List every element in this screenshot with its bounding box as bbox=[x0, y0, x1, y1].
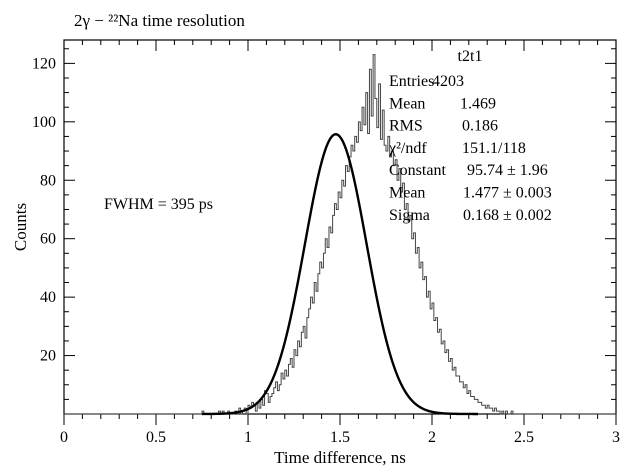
stats-row-value: 95.74 ± 1.96 bbox=[467, 162, 548, 179]
stats-row-value: 151.1/118 bbox=[462, 140, 526, 157]
y-tick-label: 20 bbox=[40, 348, 56, 365]
x-tick-label: 0 bbox=[60, 429, 68, 446]
stats-row-value: 1.469 bbox=[460, 95, 496, 112]
x-axis-tick-labels: 0 0.5 1 1.5 2 2.5 3 bbox=[60, 429, 620, 446]
stats-row-label: Entries bbox=[389, 73, 434, 90]
x-axis-ticks bbox=[63, 40, 617, 425]
x-tick-label: 2 bbox=[428, 429, 436, 446]
x-tick-label: 0.5 bbox=[146, 429, 166, 446]
y-axis-tick-labels: 20 40 60 80 100 120 bbox=[32, 55, 56, 364]
y-tick-label: 120 bbox=[32, 55, 56, 72]
stats-row-value: 4203 bbox=[432, 73, 464, 90]
x-tick-label: 1.5 bbox=[330, 429, 350, 446]
x-tick-label: 1 bbox=[244, 429, 252, 446]
stats-row-label: Sigma bbox=[389, 207, 430, 224]
y-axis-ticks bbox=[64, 48, 616, 415]
y-tick-label: 60 bbox=[40, 231, 56, 248]
y-tick-label: 100 bbox=[32, 114, 56, 131]
stats-row-label: χ²/ndf bbox=[388, 140, 427, 157]
histogram-series bbox=[64, 54, 616, 415]
fwhm-annotation: FWHM = 395 ps bbox=[104, 196, 213, 213]
stats-row-value: 0.168 ± 0.002 bbox=[463, 207, 552, 224]
stats-row-label: Constant bbox=[389, 162, 446, 179]
stats-row-value: 1.477 ± 0.003 bbox=[463, 185, 552, 202]
stats-row-label: Mean bbox=[389, 95, 425, 112]
x-tick-label: 2.5 bbox=[514, 429, 534, 446]
x-tick-label: 3 bbox=[612, 429, 620, 446]
chart-title: 2γ − ²²Na time resolution bbox=[74, 11, 245, 30]
y-axis-title: Counts bbox=[11, 203, 30, 251]
plot-frame bbox=[63, 39, 617, 415]
stats-row-label: RMS bbox=[389, 118, 423, 135]
stats-row-label: Mean bbox=[389, 185, 425, 202]
stats-box-name: t2t1 bbox=[458, 48, 483, 65]
stats-row-value: 0.186 bbox=[462, 118, 498, 135]
y-tick-label: 80 bbox=[40, 172, 56, 189]
x-axis-title: Time difference, ns bbox=[274, 448, 406, 467]
y-tick-label: 40 bbox=[40, 289, 56, 306]
gaussian-fit-curve bbox=[201, 133, 478, 416]
